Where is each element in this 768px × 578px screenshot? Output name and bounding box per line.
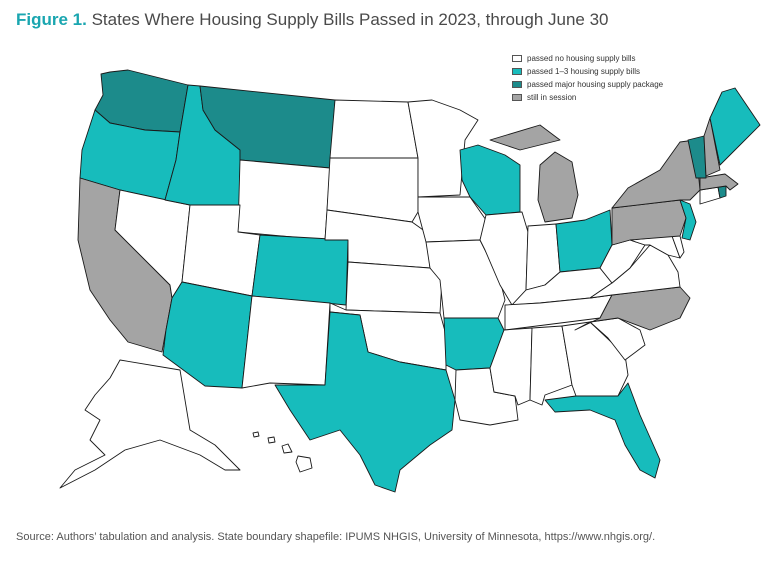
state-maine — [709, 87, 761, 166]
state-new-york — [611, 139, 701, 209]
state-south-dakota — [326, 157, 419, 223]
state-hawaii-1 — [252, 431, 260, 438]
legend-swatch — [512, 68, 522, 75]
figure-label: Figure 1. — [16, 10, 87, 29]
state-hawaii-2 — [267, 436, 276, 444]
state-new-hampshire — [703, 117, 721, 177]
legend-item-session: still in session — [512, 91, 663, 104]
state-massachusetts — [699, 173, 739, 191]
state-wyoming — [237, 159, 331, 241]
state-alaska — [59, 359, 241, 489]
state-michigan — [489, 124, 579, 223]
state-texas — [274, 311, 456, 493]
state-florida — [544, 382, 661, 479]
source-note: Source: Authors’ tabulation and analysis… — [16, 531, 656, 543]
legend-item-major: passed major housing supply package — [512, 78, 663, 91]
legend-label: passed major housing supply package — [527, 80, 664, 89]
legend-label: passed no housing supply bills — [527, 54, 636, 63]
state-kansas — [345, 261, 443, 314]
state-north-carolina — [574, 286, 691, 331]
state-new-jersey — [679, 199, 697, 241]
state-colorado — [251, 234, 349, 306]
legend-label: passed 1–3 housing supply bills — [527, 67, 640, 76]
legend-swatch — [512, 55, 522, 62]
state-new-mexico — [241, 295, 331, 389]
legend-item-some: passed 1–3 housing supply bills — [512, 65, 663, 78]
legend-label: still in session — [527, 93, 577, 102]
legend-swatch — [512, 81, 522, 88]
state-virginia — [589, 244, 681, 299]
state-minnesota — [407, 99, 479, 198]
state-hawaii-4 — [295, 455, 313, 473]
state-north-dakota — [329, 99, 419, 159]
legend-swatch — [512, 94, 522, 101]
figure-title-text: States Where Housing Supply Bills Passed… — [91, 10, 609, 29]
figure-title: Figure 1. States Where Housing Supply Bi… — [16, 10, 609, 30]
legend-item-none: passed no housing supply bills — [512, 52, 663, 65]
state-vermont — [687, 135, 707, 179]
map-legend: passed no housing supply bills passed 1–… — [512, 52, 663, 104]
state-hawaii-3 — [281, 443, 293, 454]
